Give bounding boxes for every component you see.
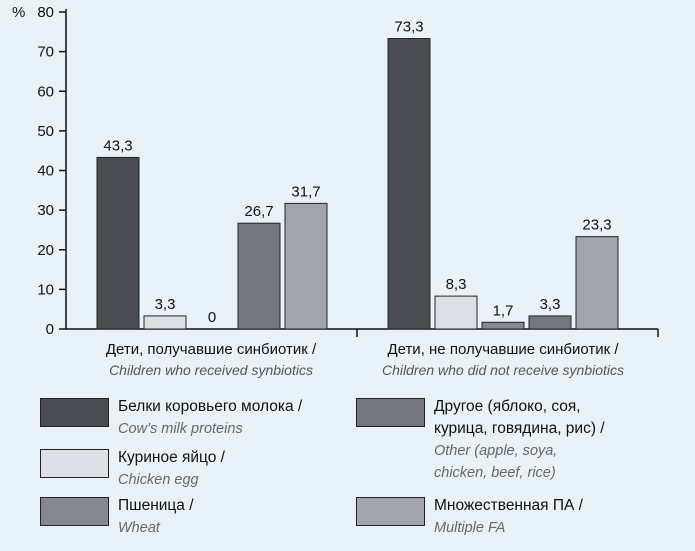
legend-swatch — [40, 497, 109, 526]
bar-value-label: 3,3 — [155, 296, 176, 313]
legend-item: Множественная ПА / Multiple FA — [356, 495, 583, 539]
legend-label-english: Wheat — [118, 520, 160, 536]
group-label-english: Children who received synbiotics — [109, 362, 313, 378]
bar — [96, 156, 140, 330]
legend-text: Другое (яблоко, соя, курица, говядина, р… — [434, 396, 605, 484]
bar — [284, 202, 328, 330]
bar-value-label: 1,7 — [493, 302, 514, 319]
legend-label-english: Multiple FA — [434, 520, 506, 536]
bar-value-label: 73,3 — [394, 19, 423, 36]
legend-item: Другое (яблоко, соя, курица, говядина, р… — [356, 396, 605, 484]
legend-label: Множественная ПА / — [434, 497, 583, 514]
legend-item: Куриное яйцо / Chicken egg — [40, 447, 225, 491]
bar-value-label: 31,7 — [291, 183, 320, 200]
group-label: Дети, не получавшие синбиотик / — [387, 341, 619, 358]
legend-item: Пшеница / Wheat — [40, 495, 194, 539]
legend-text: Белки коровьего молока / Cow’s milk prote… — [118, 396, 302, 440]
bar-value-label: 8,3 — [446, 276, 467, 293]
y-tick-label: 80 — [37, 4, 54, 21]
legend-swatch — [40, 398, 109, 427]
y-tick-label: 30 — [37, 202, 54, 219]
group-label-english: Children who did not receive synbiotics — [382, 362, 624, 378]
bar-value-label: 43,3 — [103, 137, 132, 154]
legend-label: Куриное яйцо / — [118, 449, 225, 466]
legend-text: Пшеница / Wheat — [118, 495, 194, 539]
legend-swatch — [356, 497, 425, 526]
y-tick-label: 60 — [37, 83, 54, 100]
y-tick-label: 70 — [37, 44, 54, 61]
y-tick-label: 0 — [46, 321, 54, 338]
legend-text: Множественная ПА / Multiple FA — [434, 495, 583, 539]
legend-text: Куриное яйцо / Chicken egg — [118, 447, 225, 491]
legend-label-english: Other (apple, soya, chicken, beef, rice) — [434, 443, 558, 481]
y-tick-label: 40 — [37, 163, 54, 180]
bar — [575, 236, 619, 330]
bar-value-label: 0 — [208, 309, 216, 326]
legend-swatch — [40, 449, 109, 478]
y-unit-label: % — [12, 4, 25, 21]
y-tick-label: 10 — [37, 281, 54, 298]
y-tick-label: 50 — [37, 123, 54, 140]
bar — [237, 222, 281, 330]
legend-label-english: Cow’s milk proteins — [118, 421, 243, 437]
bar-value-label: 23,3 — [582, 217, 611, 234]
bar — [481, 321, 525, 330]
legend-label: Пшеница / — [118, 497, 194, 514]
bar — [387, 38, 431, 330]
legend-label: Белки коровьего молока / — [118, 398, 303, 415]
group-label: Дети, получавшие синбиотик / — [106, 341, 317, 358]
bar — [528, 315, 572, 330]
bar-value-label: 3,3 — [540, 296, 561, 313]
y-tick-label: 20 — [37, 242, 54, 259]
legend-swatch — [356, 398, 425, 427]
bar-value-label: 26,7 — [244, 203, 273, 220]
bar — [143, 315, 187, 330]
legend-label-english: Chicken egg — [118, 472, 199, 488]
legend-item: Белки коровьего молока / Cow’s milk prote… — [40, 396, 302, 440]
bar — [434, 295, 478, 330]
legend-label: Другое (яблоко, соя, курица, говядина, р… — [434, 398, 605, 437]
